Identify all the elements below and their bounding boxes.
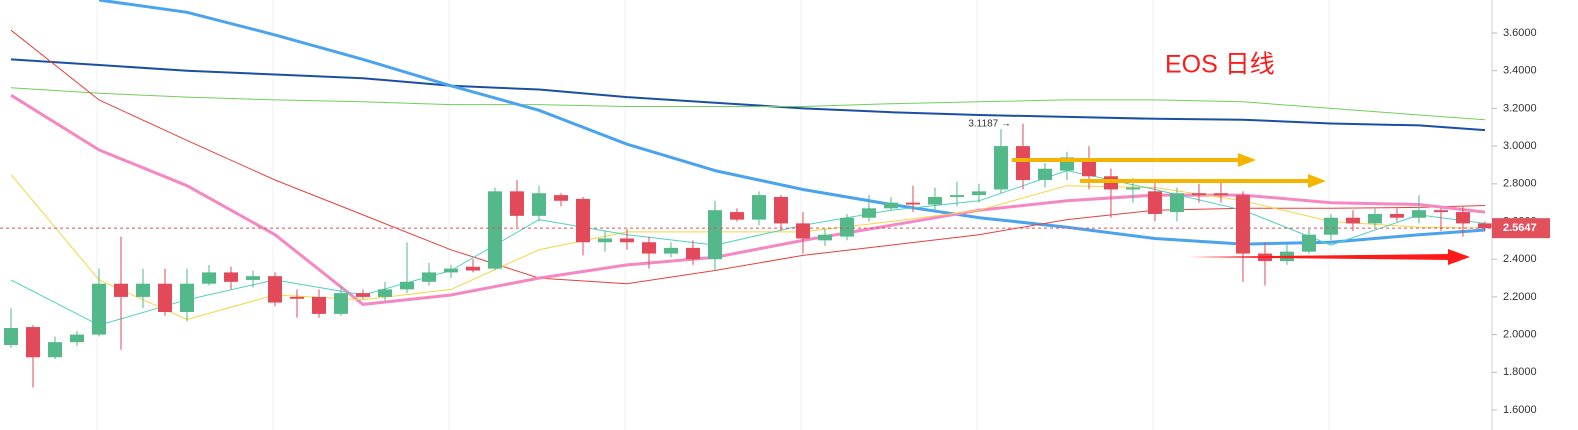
candle-body [949,195,964,197]
candle-body [1125,187,1140,190]
candle-body [333,293,348,314]
candle-body [509,191,524,216]
arrow-head [1448,249,1470,265]
candle-body [69,334,84,343]
arrow-head [1308,174,1326,188]
candle-body [1345,217,1360,224]
candle-body [289,296,304,299]
y-tick-label: 1.6000 [1503,404,1537,416]
candle-body [1389,213,1404,218]
candle-body [883,202,898,209]
candle-body [927,196,942,205]
y-tick-label: 3.2000 [1503,102,1537,114]
candle-body [1081,159,1096,177]
candle-body [25,327,40,358]
last-price-label: 2.5647 [1503,222,1537,234]
y-tick-label: 3.0000 [1503,140,1537,152]
candle-body [1367,213,1382,224]
high-annotation: 3.1187 → [968,118,1011,129]
candle-body [839,217,854,237]
ma-line [10,170,1486,326]
candle-body [1433,210,1448,213]
ma-lines [10,0,1486,326]
candle-body [47,342,62,358]
candle-body [685,247,700,260]
y-tick-label: 3.4000 [1503,65,1537,77]
candle-body [1411,210,1426,218]
candle-body [1301,234,1316,252]
ma-line [98,0,1486,246]
candle-body [729,212,744,220]
candle-body [751,195,766,220]
candle-body [1037,168,1052,181]
y-tick-label: 3.6000 [1503,27,1537,39]
candle-body [861,208,876,218]
candle-body [487,191,502,269]
candle-body [575,198,590,243]
candle-body [311,296,326,314]
candle-body [905,202,920,205]
ma-line [10,29,1486,285]
candle-body [817,234,832,241]
candles [3,123,1492,388]
candle-body [993,146,1008,190]
candle-body [399,281,414,290]
candle-body [619,238,634,243]
candle-body [245,276,260,280]
y-axis-ticks: 1.60001.80002.00002.20002.40002.60002.80… [1492,27,1537,416]
candle-body [1015,146,1030,181]
candle-body [157,283,172,312]
candle-body [795,223,810,239]
candle-body [3,328,18,345]
candle-body [377,289,392,297]
candle-body [1213,193,1228,196]
arrow [1187,254,1450,260]
y-tick-label: 1.8000 [1503,366,1537,378]
ma-line [10,174,1486,320]
y-tick-label: 2.8000 [1503,178,1537,190]
time-grid [96,0,1330,430]
candle-body [465,266,480,271]
candle-body [91,283,106,335]
y-tick-label: 2.0000 [1503,329,1537,341]
candle-body [135,283,150,297]
candle-body [597,238,612,243]
candle-body [113,283,128,297]
y-tick-label: 2.4000 [1503,253,1537,265]
ma-line [10,93,1486,306]
candle-body [421,272,436,282]
candle-body [663,247,678,254]
y-tick-label: 2.2000 [1503,291,1537,303]
candle-body [1169,193,1184,213]
candle-body [531,193,546,216]
last-price-box [1492,218,1550,239]
candle-body [971,191,986,196]
candle-body [443,268,458,273]
candle-body [553,195,568,201]
arrows [1012,153,1470,265]
candle-body [641,242,656,254]
candle-body [267,276,282,303]
chart-title: EOS 日线 [1165,51,1275,79]
candle-body [773,196,788,224]
candle-body [1191,193,1206,196]
candle-body [707,210,722,260]
candle-body [355,293,370,297]
ma-line [10,58,1486,132]
candle-body [1235,195,1250,254]
candle-body [201,272,216,284]
candle-body [1323,217,1338,235]
arrow-head [1238,153,1256,167]
candle-body [1147,191,1162,214]
candle-body [1455,212,1470,224]
candle-body [223,272,238,282]
candle-body [179,283,194,312]
candle-body [1477,223,1492,229]
ma-line [10,87,1486,121]
